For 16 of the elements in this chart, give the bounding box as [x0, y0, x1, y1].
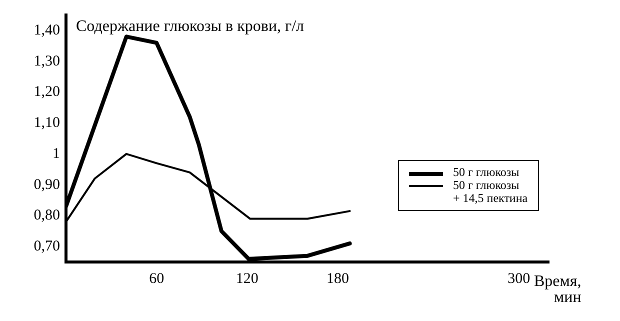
- legend-label: 50 г глюкозы: [453, 165, 520, 179]
- y-tick-label: 1,30: [34, 53, 60, 70]
- x-tick-label: 180: [326, 270, 349, 287]
- x-tick-label: 300: [508, 270, 530, 287]
- y-tick-label: 1,20: [34, 84, 60, 100]
- y-tick-label: 1,10: [34, 115, 60, 131]
- y-tick-label: 0,80: [34, 208, 60, 224]
- x-tick-label: 120: [236, 270, 258, 287]
- legend-label: 50 г глюкозы + 14,5 пектина: [453, 178, 528, 205]
- y-tick-label: 0,70: [34, 238, 60, 254]
- y-axis-title: Содержание глюкозы в крови, г/л: [76, 18, 304, 36]
- x-axis-title: Время, мин: [534, 273, 582, 306]
- y-tick-label: 1: [52, 146, 60, 162]
- y-tick-label: 1,40: [34, 22, 60, 38]
- x-tick-label: 60: [149, 270, 164, 287]
- y-tick-label: 0,90: [34, 176, 60, 193]
